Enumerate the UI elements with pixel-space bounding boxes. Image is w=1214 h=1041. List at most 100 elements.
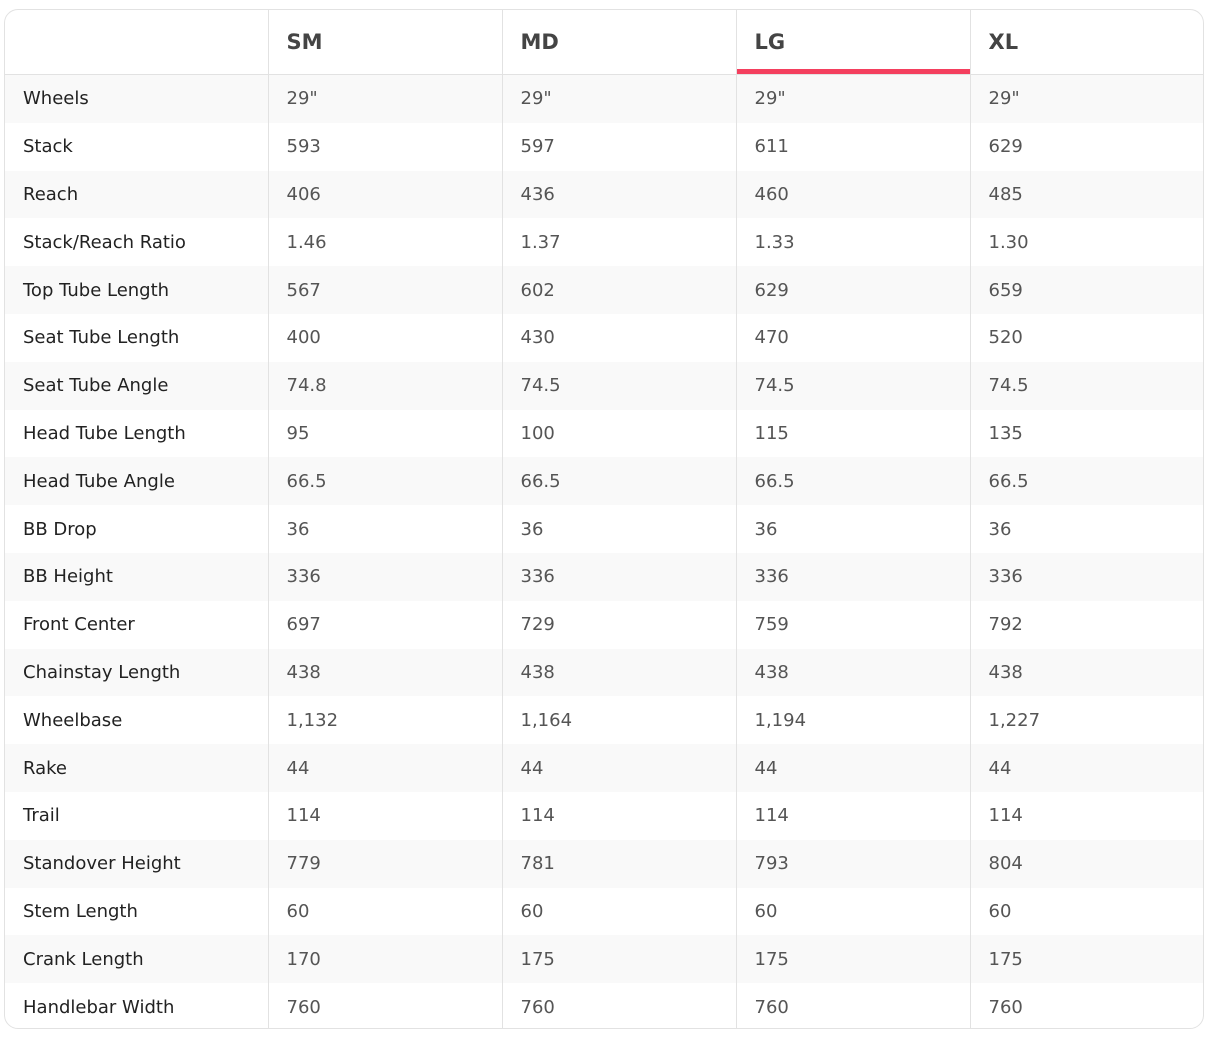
cell-value: 1.46	[267, 218, 502, 267]
cell-value: 60	[501, 887, 736, 936]
cell-value: 66.5	[501, 457, 736, 506]
cell-value: 400	[267, 313, 502, 362]
row-label: Standover Height	[5, 839, 268, 888]
cell-value: 175	[501, 935, 736, 984]
cell-value: 175	[969, 935, 1203, 984]
row-label: Crank Length	[5, 935, 268, 984]
table-row: Stem Length 60 60 60 60	[5, 887, 1203, 936]
table-row: BB Height 336 336 336 336	[5, 552, 1203, 601]
cell-value: 115	[735, 409, 970, 458]
cell-value: 66.5	[735, 457, 970, 506]
cell-value: 1,227	[969, 696, 1203, 745]
cell-value: 760	[735, 983, 970, 1028]
cell-value: 100	[501, 409, 736, 458]
cell-value: 60	[267, 887, 502, 936]
row-label: Top Tube Length	[5, 266, 268, 314]
cell-value: 44	[735, 744, 970, 792]
cell-value: 602	[501, 266, 736, 314]
cell-value: 629	[735, 266, 970, 314]
row-label: BB Drop	[23, 518, 97, 540]
cell-value: 36	[267, 505, 502, 553]
row-label: Stack/Reach Ratio	[23, 231, 186, 253]
cell-value: 36	[969, 505, 1203, 553]
table-row: Trail 114 114 114 114	[5, 791, 1203, 840]
row-label: Wheels	[5, 74, 268, 123]
size-header-lg[interactable]: LG	[735, 10, 970, 75]
cell-value: 336	[267, 552, 502, 601]
cell-value: 74.8	[267, 361, 502, 410]
header-row: SM MD LG XL	[5, 10, 1203, 75]
table-row: Crank Length 170 175 175 175	[5, 935, 1203, 984]
cell-value: 60	[735, 887, 970, 936]
row-label: Head Tube Angle	[5, 457, 268, 506]
cell-value: 336	[501, 552, 736, 601]
row-label: Handlebar Width	[23, 996, 175, 1018]
cell-value: 1,194	[735, 696, 970, 745]
row-label: Head Tube Length	[23, 422, 186, 444]
size-header-xl[interactable]: XL	[969, 10, 1203, 75]
cell-value: 60	[969, 887, 1203, 936]
cell-value: 44	[969, 744, 1203, 792]
table-row: Chainstay Length 438 438 438 438	[5, 648, 1203, 697]
table-row: Wheels 29" 29" 29" 29"	[5, 74, 1203, 123]
table-row: Seat Tube Angle 74.8 74.5 74.5 74.5	[5, 361, 1203, 410]
row-label: Stem Length	[23, 900, 138, 922]
cell-value: 436	[501, 170, 736, 219]
cell-value: 336	[969, 552, 1203, 601]
cell-value: 611	[735, 122, 970, 171]
cell-value: 1.33	[735, 218, 970, 267]
cell-value: 1.37	[501, 218, 736, 267]
cell-value: 29"	[267, 74, 502, 123]
row-label: Trail	[23, 805, 60, 827]
size-header-md[interactable]: MD	[501, 10, 736, 75]
cell-value: 567	[267, 266, 502, 314]
table-row: Head Tube Angle 66.5 66.5 66.5 66.5	[5, 457, 1203, 506]
cell-value: 175	[735, 935, 970, 984]
cell-value: 438	[735, 648, 970, 697]
cell-value: 66.5	[267, 457, 502, 506]
cell-value: 760	[969, 983, 1203, 1028]
cell-value: 759	[735, 600, 970, 649]
cell-value: 430	[501, 313, 736, 362]
cell-value: 114	[501, 791, 736, 840]
row-label: Seat Tube Length	[23, 327, 180, 349]
cell-value: 729	[501, 600, 736, 649]
cell-value: 438	[969, 648, 1203, 697]
cell-value: 114	[969, 791, 1203, 840]
cell-value: 44	[267, 744, 502, 792]
cell-value: 470	[735, 313, 970, 362]
cell-value: 629	[969, 122, 1203, 171]
cell-value: 781	[501, 839, 736, 888]
cell-value: 520	[969, 313, 1203, 362]
cell-value: 760	[267, 983, 502, 1028]
cell-value: 804	[969, 839, 1203, 888]
cell-value: 792	[969, 600, 1203, 649]
cell-value: 114	[267, 791, 502, 840]
row-label: Rake	[5, 744, 268, 792]
header-corner	[5, 10, 268, 75]
table-row: Stack/Reach Ratio 1.46 1.37 1.33 1.30	[5, 218, 1203, 267]
cell-value: 95	[267, 409, 502, 458]
cell-value: 29"	[501, 74, 736, 123]
table-row: Seat Tube Length 400 430 470 520	[5, 313, 1203, 362]
cell-value: 170	[267, 935, 502, 984]
cell-value: 336	[735, 552, 970, 601]
table-row: Standover Height 779 781 793 804	[5, 839, 1203, 888]
cell-value: 485	[969, 170, 1203, 219]
cell-value: 29"	[969, 74, 1203, 123]
table-row: Reach 406 436 460 485	[5, 170, 1203, 219]
cell-value: 74.5	[735, 361, 970, 410]
geometry-table-container: SM MD LG XL Wheels 29" 29" 29" 29" Stack 593 597 61…	[4, 9, 1204, 1029]
cell-value: 1,164	[501, 696, 736, 745]
cell-value: 793	[735, 839, 970, 888]
geometry-table: SM MD LG XL Wheels 29" 29" 29" 29" Stack 593 597 61…	[5, 10, 1203, 1028]
row-label: Wheelbase	[23, 709, 123, 731]
cell-value: 114	[735, 791, 970, 840]
table-row: Wheelbase 1,132 1,164 1,194 1,227	[5, 696, 1203, 745]
table-row: Stack 593 597 611 629	[5, 122, 1203, 171]
cell-value: 438	[501, 648, 736, 697]
size-header-sm[interactable]: SM	[267, 10, 502, 75]
cell-value: 760	[501, 983, 736, 1028]
cell-value: 460	[735, 170, 970, 219]
row-label: BB Height	[5, 552, 268, 601]
